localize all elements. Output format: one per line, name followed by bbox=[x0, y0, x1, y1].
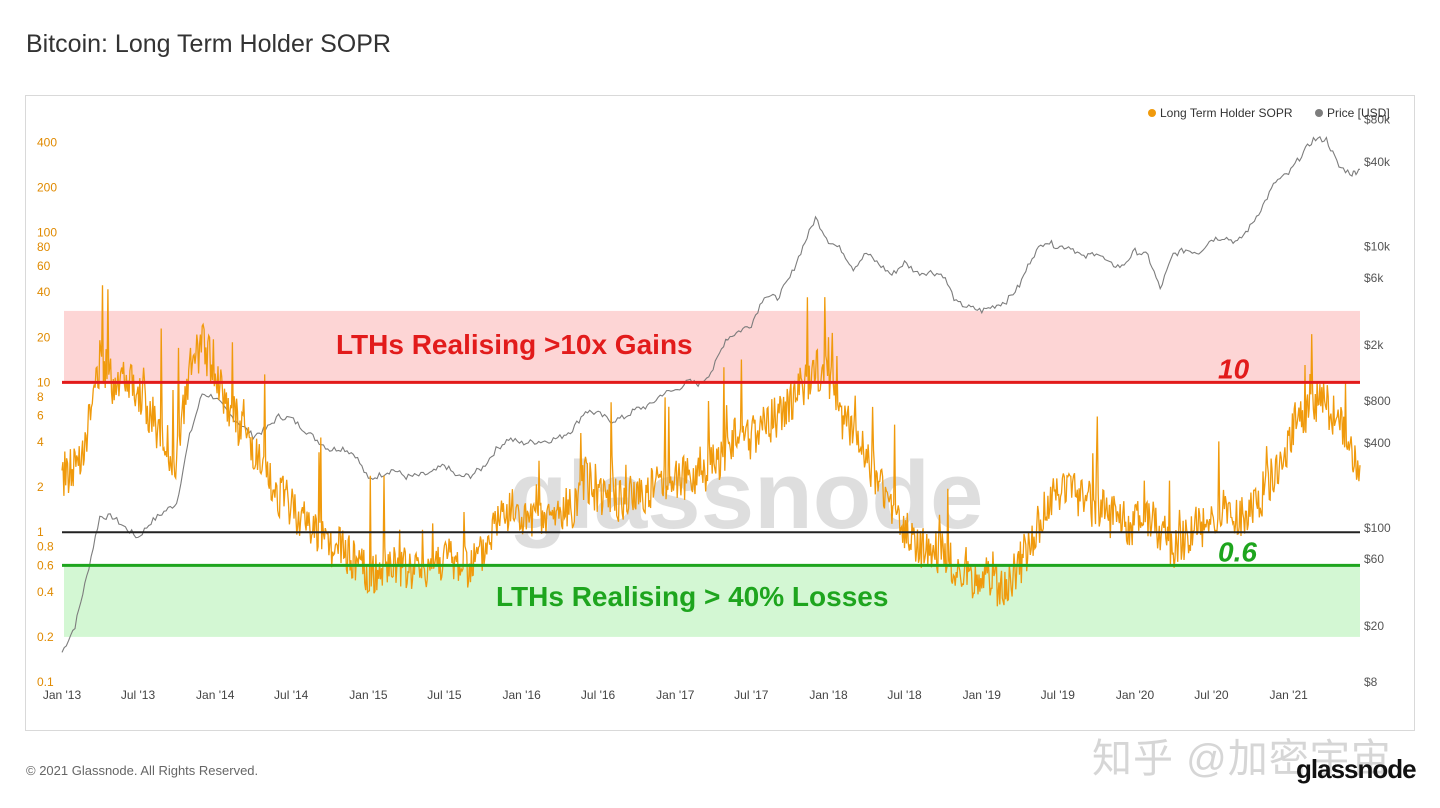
y-right-tick: $100 bbox=[1364, 521, 1391, 535]
reference-label-0: 10 bbox=[1218, 353, 1250, 384]
y-left-tick: 60 bbox=[37, 259, 51, 273]
band-label-0: LTHs Realising >10x Gains bbox=[336, 329, 693, 360]
x-tick: Jan '15 bbox=[349, 688, 388, 702]
y-right-tick: $800 bbox=[1364, 394, 1391, 408]
y-left-tick: 200 bbox=[37, 180, 57, 194]
x-tick: Jan '19 bbox=[963, 688, 1002, 702]
x-tick: Jan '18 bbox=[809, 688, 848, 702]
y-right-tick: $6k bbox=[1364, 271, 1384, 285]
x-tick: Jul '15 bbox=[427, 688, 462, 702]
y-right-tick: $20 bbox=[1364, 619, 1384, 633]
legend-marker-sopr bbox=[1148, 109, 1156, 117]
y-left-tick: 2 bbox=[37, 480, 44, 494]
y-right-tick: $10k bbox=[1364, 240, 1391, 254]
x-tick: Jul '16 bbox=[581, 688, 616, 702]
y-left-tick: 40 bbox=[37, 285, 51, 299]
series-line-price bbox=[61, 135, 1360, 653]
y-right-tick: $60 bbox=[1364, 552, 1384, 566]
y-left-tick: 0.2 bbox=[37, 630, 54, 644]
y-left-tick: 8 bbox=[37, 390, 44, 404]
y-left-tick: 0.1 bbox=[37, 675, 54, 689]
y-left-tick: 100 bbox=[37, 226, 57, 240]
x-tick: Jul '20 bbox=[1194, 688, 1229, 702]
x-tick: Jan '20 bbox=[1116, 688, 1155, 702]
x-tick: Jan '13 bbox=[43, 688, 82, 702]
y-left-tick: 4 bbox=[37, 435, 44, 449]
series-line-sopr bbox=[61, 285, 1361, 607]
legend-label-sopr: Long Term Holder SOPR bbox=[1160, 106, 1293, 120]
x-tick: Jan '14 bbox=[196, 688, 235, 702]
glassnode-logo: glassnode bbox=[1296, 754, 1417, 784]
y-left-tick: 10 bbox=[37, 375, 51, 389]
copyright-footer: © 2021 Glassnode. All Rights Reserved. bbox=[26, 763, 259, 778]
x-tick: Jan '17 bbox=[656, 688, 695, 702]
reference-label-2: 0.6 bbox=[1218, 536, 1257, 567]
x-tick: Jul '17 bbox=[734, 688, 769, 702]
chart-container: glassnode 10 0.6 LTHs Realising >10x Gains L… bbox=[25, 95, 1415, 731]
x-tick: Jul '13 bbox=[121, 688, 156, 702]
y-left-tick: 1 bbox=[37, 525, 44, 539]
band-label-1: LTHs Realising > 40% Losses bbox=[496, 581, 888, 612]
x-tick: Jan '16 bbox=[503, 688, 542, 702]
y-right-tick: $8 bbox=[1364, 675, 1378, 689]
legend-marker-price bbox=[1315, 109, 1323, 117]
y-left-tick: 0.4 bbox=[37, 585, 54, 599]
y-right-tick: $40k bbox=[1364, 155, 1391, 169]
x-tick: Jul '14 bbox=[274, 688, 309, 702]
legend-label-price: Price [USD] bbox=[1327, 106, 1390, 120]
y-right-tick: $80k bbox=[1364, 113, 1391, 127]
y-left-tick: 20 bbox=[37, 330, 51, 344]
y-left-tick: 0.8 bbox=[37, 540, 54, 554]
y-left-tick: 400 bbox=[37, 135, 57, 149]
y-left-tick: 6 bbox=[37, 409, 44, 423]
band-1 bbox=[64, 565, 1360, 637]
zhihu-watermark: 知乎 @加密宇宙 bbox=[1092, 737, 1392, 781]
x-tick: Jul '19 bbox=[1041, 688, 1076, 702]
x-tick: Jan '21 bbox=[1269, 688, 1308, 702]
y-left-tick: 0.6 bbox=[37, 558, 54, 572]
page-title: Bitcoin: Long Term Holder SOPR bbox=[26, 30, 391, 58]
x-tick: Jul '18 bbox=[887, 688, 922, 702]
y-right-tick: $2k bbox=[1364, 338, 1384, 352]
y-left-tick: 80 bbox=[37, 240, 51, 254]
y-right-tick: $400 bbox=[1364, 436, 1391, 450]
